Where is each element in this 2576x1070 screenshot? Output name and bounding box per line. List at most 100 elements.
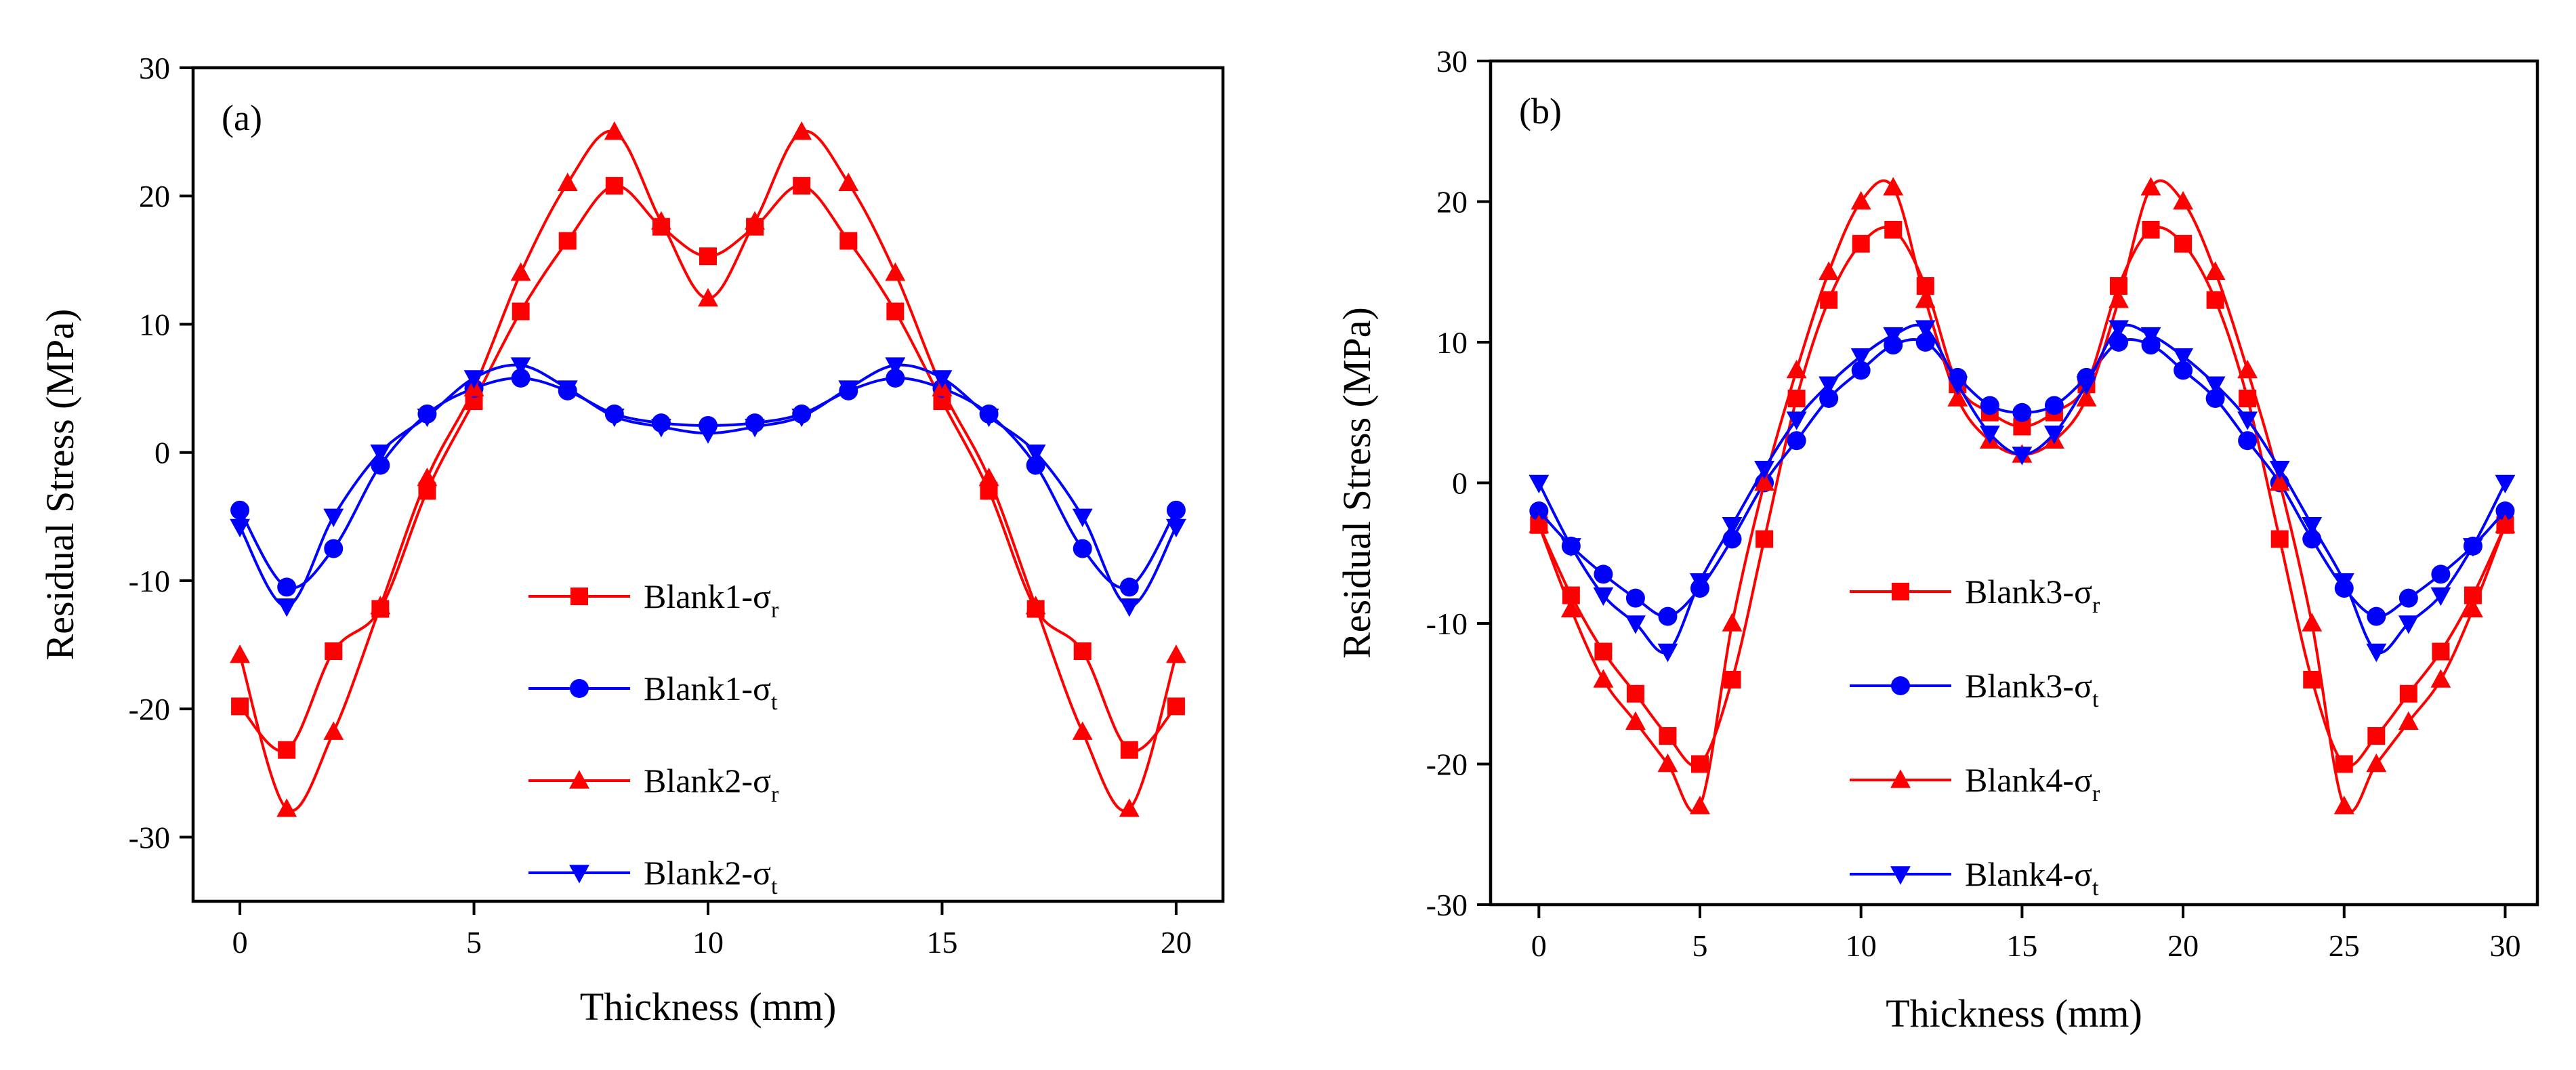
data-point: [2399, 684, 2417, 703]
data-point: [1722, 613, 1743, 632]
data-point: [323, 508, 344, 527]
data-point: [1659, 727, 1677, 745]
legend-label: Blank4-σt: [1965, 855, 2099, 901]
data-point: [1690, 573, 1710, 592]
data-point: [698, 288, 718, 307]
data-point: [1980, 396, 1999, 415]
x-tick-label: 5: [1692, 928, 1708, 963]
data-point: [1657, 643, 1678, 663]
data-point: [745, 419, 766, 438]
chart-panel-b: 0 5 10 15 20 25 30 -30 -20 -10 0 10 20 30 Thickness (m…: [1335, 44, 2539, 1035]
data-point: [2076, 388, 2097, 407]
data-point: [885, 357, 906, 376]
data-point: [2431, 564, 2451, 584]
data-point: [604, 409, 625, 428]
legend-label: Blank2-σr: [644, 762, 779, 807]
data-point: [2109, 333, 2128, 352]
data-point: [745, 211, 766, 230]
data-point: [1626, 684, 1644, 703]
data-point: [978, 409, 999, 428]
data-point: [1915, 333, 1935, 352]
x-tick-label: 15: [2006, 928, 2037, 963]
data-point: [1166, 500, 1186, 520]
data-point: [2432, 642, 2450, 661]
data-point: [2174, 234, 2193, 253]
data-point: [230, 644, 251, 663]
data-point: [231, 697, 249, 716]
data-point: [2495, 501, 2515, 520]
data-point: [2173, 348, 2194, 367]
data-point: [1165, 518, 1186, 538]
data-point: [2238, 431, 2258, 451]
data-point: [2302, 613, 2323, 632]
data-point: [1593, 669, 1614, 688]
data-point: [699, 247, 717, 266]
data-point: [557, 172, 578, 192]
y-tick-label: 20: [1436, 185, 1468, 220]
series-line: [238, 363, 1178, 608]
data-point: [1819, 261, 1840, 280]
data-point: [1819, 389, 1839, 408]
data-point: [2398, 711, 2419, 730]
data-point: [1915, 320, 1936, 339]
data-point: [1625, 711, 1646, 730]
data-point: [278, 741, 296, 759]
data-point: [1947, 376, 1968, 395]
data-point: [1819, 376, 1840, 395]
data-point: [324, 539, 344, 558]
data-point: [277, 577, 297, 597]
data-point: [2269, 461, 2290, 480]
legend-marker: [1890, 769, 1911, 788]
series-Blank4-σt: [1529, 320, 2516, 663]
data-point: [1852, 234, 1870, 253]
y-tick-label: -10: [129, 564, 170, 598]
data-point: [2430, 669, 2451, 688]
data-point: [557, 380, 578, 399]
data-point: [2430, 587, 2451, 606]
y-tick-label: -20: [129, 692, 170, 726]
data-point: [1529, 501, 1549, 520]
data-point: [1787, 431, 1806, 451]
data-point: [1073, 642, 1092, 660]
data-point: [370, 444, 391, 464]
data-point: [1690, 796, 1710, 815]
data-point: [2237, 359, 2258, 379]
y-tick-label: -30: [1426, 888, 1468, 922]
data-point: [510, 357, 531, 376]
data-point: [1025, 596, 1046, 615]
data-point: [2173, 190, 2194, 210]
data-point: [1786, 359, 1807, 379]
data-point: [1026, 455, 1045, 475]
data-point: [512, 302, 530, 321]
x-tick-label: 20: [1161, 925, 1192, 960]
data-point: [323, 721, 344, 740]
data-point: [791, 121, 812, 140]
legend-label: Blank3-σt: [1965, 667, 2099, 712]
x-tick-label: 0: [232, 925, 248, 960]
data-point: [1165, 644, 1186, 663]
data-point: [1529, 474, 1550, 494]
legend-label: Blank3-σr: [1965, 573, 2100, 618]
data-point: [2495, 514, 2516, 533]
data-point: [511, 368, 531, 388]
y-tick-label: 20: [139, 179, 170, 213]
series-line: [238, 376, 1178, 590]
data-point: [886, 368, 905, 388]
data-point: [371, 455, 390, 475]
data-point: [2462, 598, 2483, 617]
data-point: [1625, 615, 1646, 634]
data-point: [839, 232, 858, 250]
data-point: [2367, 606, 2386, 626]
data-point: [2076, 376, 2097, 395]
data-point: [932, 370, 953, 389]
data-point: [2333, 573, 2354, 592]
data-point: [1786, 411, 1807, 430]
data-point: [1657, 753, 1678, 773]
data-point: [1883, 327, 1904, 346]
data-point: [1884, 221, 1903, 239]
data-point: [417, 409, 438, 428]
data-point: [2270, 530, 2289, 548]
data-point: [1820, 291, 1838, 309]
data-point: [1850, 348, 1871, 367]
